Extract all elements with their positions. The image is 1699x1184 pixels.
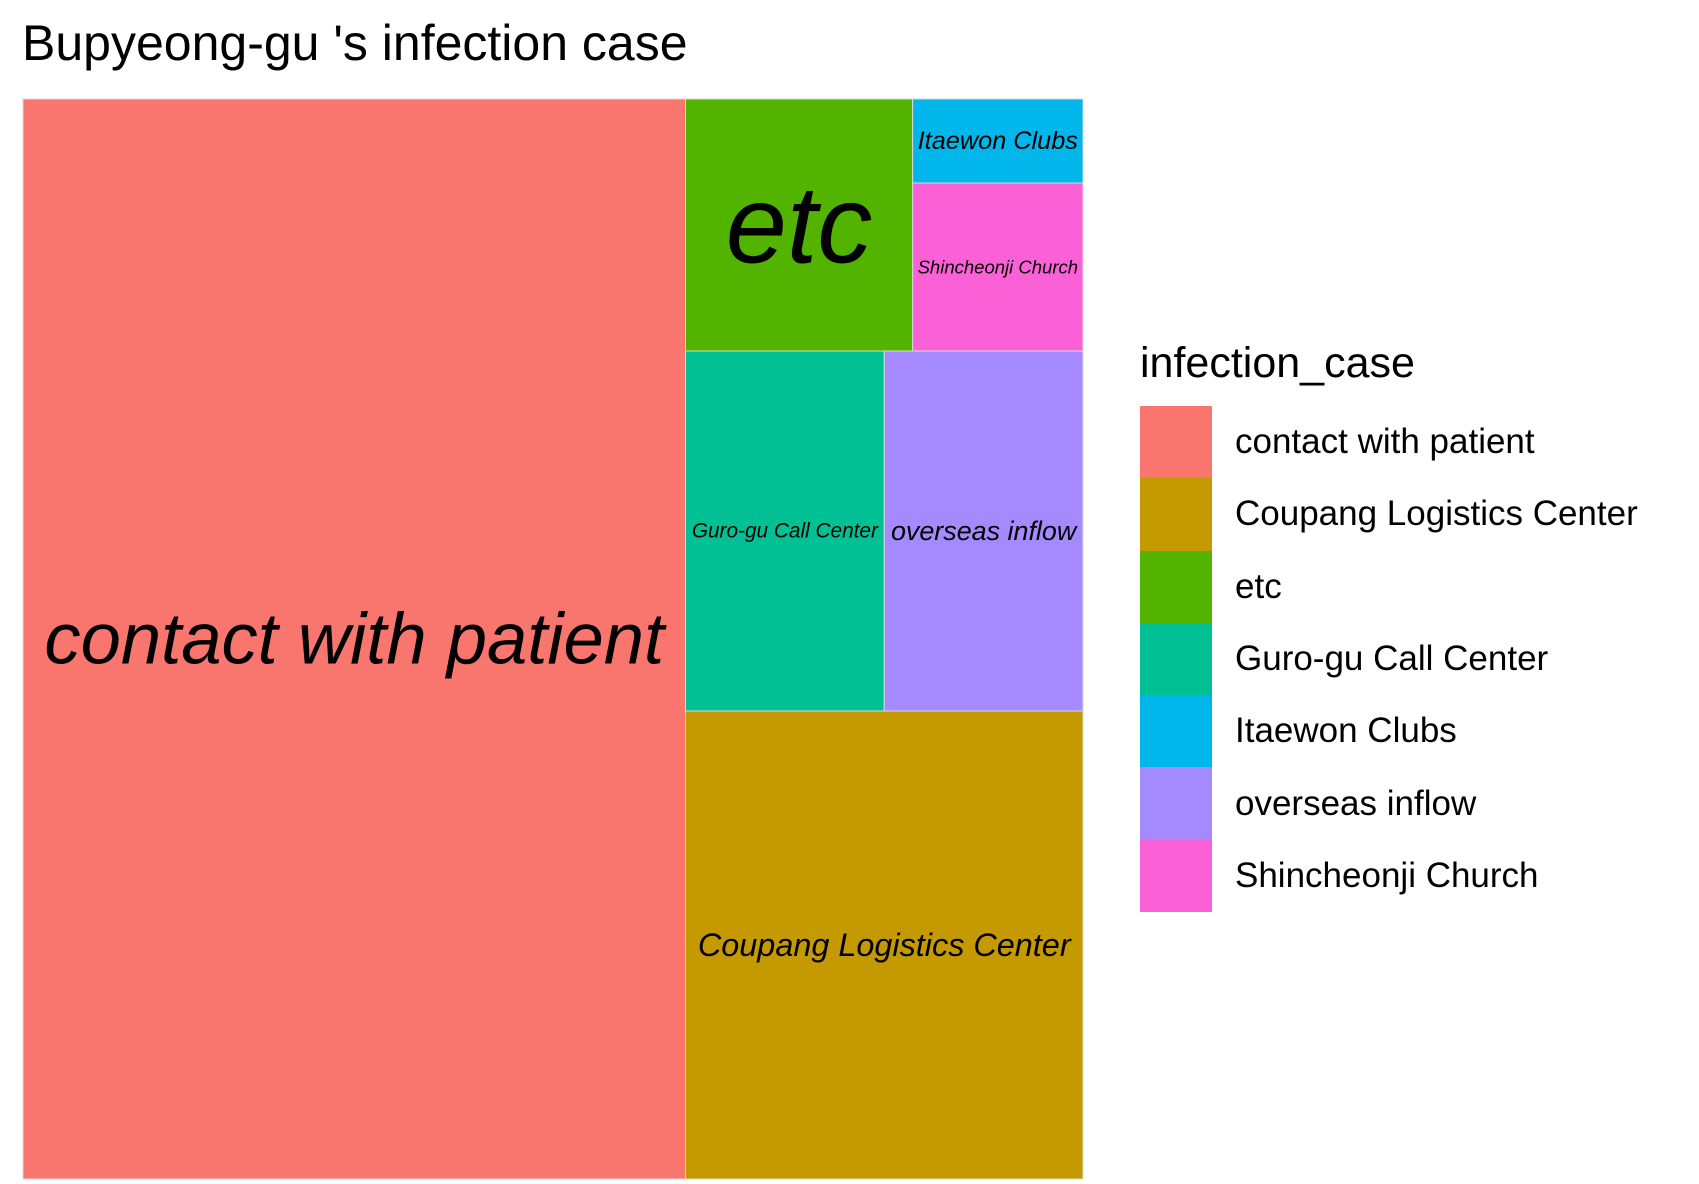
tile-etc [685, 98, 914, 352]
tile-label-shincheonji-church: Shincheonji Church [918, 257, 1078, 278]
legend-item-shincheonji-church: Shincheonji Church [1140, 839, 1638, 913]
tile-label-overseas-inflow: overseas inflow [891, 516, 1078, 546]
legend-key-contact-with-patient [1140, 406, 1212, 479]
legend-label-etc: etc [1235, 566, 1282, 606]
legend-key-guro-gu-call-center [1140, 622, 1212, 696]
legend-item-overseas-inflow: overseas inflow [1140, 767, 1638, 840]
legend-label-overseas-inflow: overseas inflow [1235, 783, 1477, 823]
tile-label-itaewon-clubs: Itaewon Clubs [918, 127, 1079, 155]
legend-key-shincheonji-church [1140, 839, 1212, 913]
legend-item-contact-with-patient: contact with patient [1140, 406, 1638, 479]
legend-label-itaewon-clubs: Itaewon Clubs [1235, 711, 1457, 751]
legend-key-itaewon-clubs [1140, 695, 1212, 768]
legend-item-itaewon-clubs: Itaewon Clubs [1140, 695, 1638, 768]
legend: infection_case contact with patient Coupa… [1140, 338, 1638, 913]
legend-item-etc: etc [1140, 550, 1638, 623]
tile-label-coupang-logistics-center: Coupang Logistics Center [698, 927, 1072, 963]
tile-guro-gu-call-center [685, 350, 885, 712]
chart-title: Bupyeong-gu 's infection case [22, 15, 688, 71]
legend-key-overseas-inflow [1140, 767, 1212, 840]
legend-label-shincheonji-church: Shincheonji Church [1235, 855, 1539, 895]
tile-label-contact-with-patient: contact with patient [44, 599, 667, 680]
tile-label-etc: etc [726, 164, 873, 287]
tile-shincheonji-church [912, 182, 1084, 352]
tile-label-guro-gu-call-center: Guro-gu Call Center [692, 520, 879, 543]
tile-overseas-inflow [883, 350, 1084, 712]
legend-key-etc [1140, 550, 1212, 623]
tile-contact-with-patient [22, 98, 686, 1180]
legend-item-coupang-logistics-center: Coupang Logistics Center [1140, 478, 1638, 551]
legend-label-coupang-logistics-center: Coupang Logistics Center [1235, 494, 1638, 534]
legend-item-guro-gu-call-center: Guro-gu Call Center [1140, 622, 1638, 696]
legend-key-coupang-logistics-center [1140, 478, 1212, 551]
legend-items: contact with patient Coupang Logistics Ce… [1140, 406, 1638, 913]
treemap-plot: contact with patient Coupang Logistics Ce… [22, 98, 1084, 1180]
legend-title: infection_case [1140, 339, 1415, 387]
legend-label-guro-gu-call-center: Guro-gu Call Center [1235, 639, 1549, 679]
legend-label-contact-with-patient: contact with patient [1235, 422, 1535, 462]
